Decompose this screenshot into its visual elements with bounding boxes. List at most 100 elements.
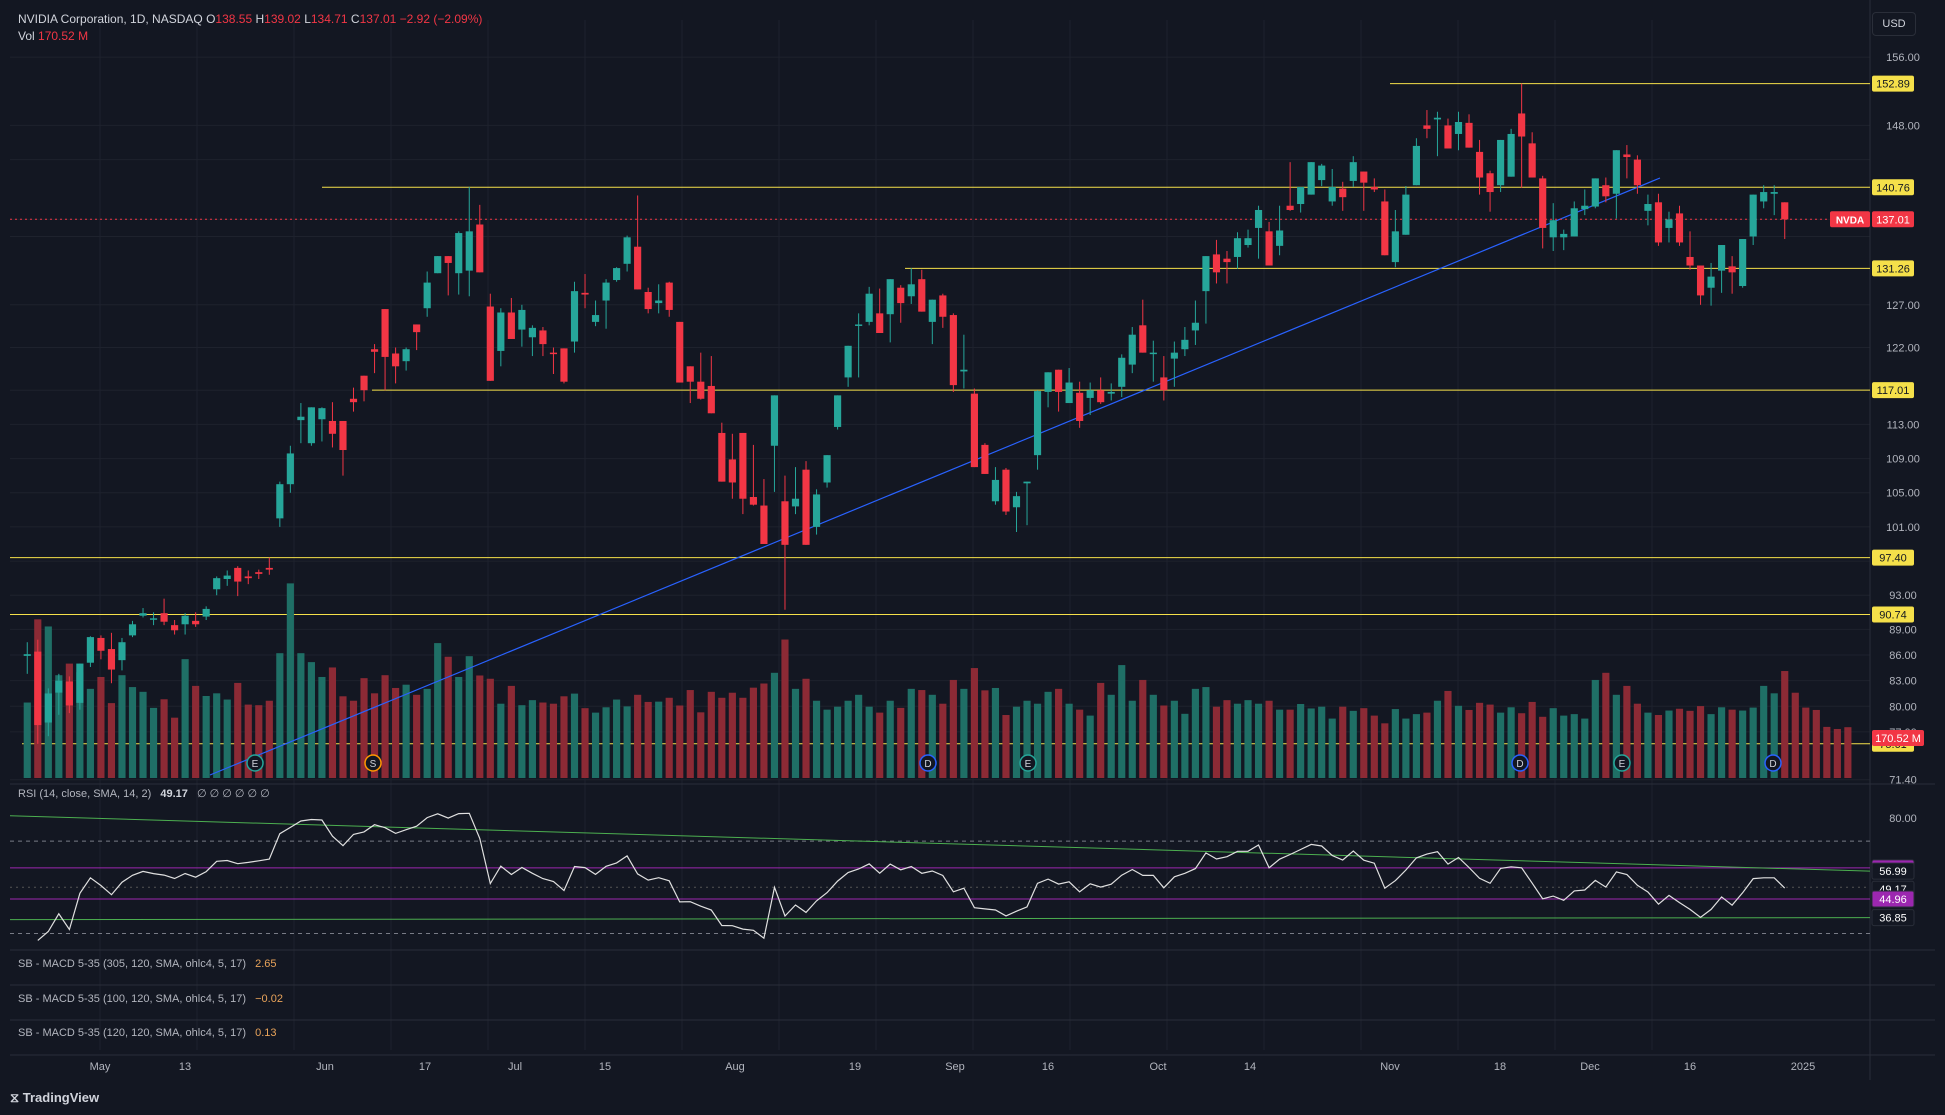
- volume-bar: [65, 663, 73, 778]
- volume-bar: [497, 703, 505, 778]
- candle: [402, 347, 410, 371]
- candle-body: [1518, 113, 1526, 137]
- volume-bar: [970, 668, 978, 778]
- candle: [1276, 205, 1284, 256]
- candle: [812, 489, 821, 535]
- volume-bar: [1328, 718, 1336, 778]
- candle: [1686, 231, 1694, 270]
- symbol-tag-label: NVDA: [1836, 215, 1864, 226]
- candle: [634, 195, 642, 290]
- volume-bar: [1307, 708, 1315, 778]
- candle: [949, 313, 957, 392]
- volume-bar: [223, 699, 231, 778]
- candle: [1507, 128, 1515, 177]
- rsi-value-badge: 56.99: [1871, 862, 1915, 880]
- candle: [1023, 481, 1031, 526]
- volume-bar: [1118, 665, 1126, 778]
- candle-body: [234, 567, 242, 582]
- candle: [960, 334, 968, 389]
- candle: [1318, 163, 1326, 187]
- candle: [1381, 189, 1389, 256]
- rsi-value-badge-label: 36.85: [1879, 913, 1907, 925]
- candle: [202, 606, 210, 621]
- candle: [476, 204, 484, 273]
- level-badge-label: 152.89: [1876, 79, 1910, 91]
- candle: [528, 325, 536, 357]
- candle: [1139, 299, 1147, 353]
- candle: [1654, 193, 1663, 246]
- volume-bar: [697, 712, 705, 778]
- volume-bar: [1023, 700, 1031, 778]
- rsi-value-badge-label: 44.96: [1879, 894, 1907, 906]
- candle: [918, 269, 926, 312]
- candle: [181, 613, 189, 635]
- candle: [760, 479, 768, 544]
- candle: [1097, 377, 1105, 404]
- volume-bar: [928, 694, 936, 778]
- candle-body: [1265, 231, 1273, 266]
- candle: [1286, 162, 1294, 211]
- candle-body: [949, 315, 957, 386]
- rsi-value-badge-bg: [1871, 890, 1915, 908]
- volume-bar: [1454, 705, 1463, 778]
- candle: [1307, 162, 1315, 195]
- candle-body: [970, 393, 978, 468]
- volume-bar: [1728, 709, 1736, 778]
- candle-body: [1454, 122, 1463, 134]
- candle: [392, 347, 400, 384]
- volume-bar: [160, 699, 168, 778]
- candle: [1433, 111, 1442, 157]
- candle-body: [1612, 150, 1620, 194]
- tradingview-logo[interactable]: ⧖ TradingView: [10, 1090, 100, 1105]
- rsi-legend[interactable]: RSI (14, close, SMA, 14, 2) 49.17 ∅ ∅ ∅ …: [18, 788, 270, 800]
- candle-body: [265, 567, 273, 570]
- candle-body: [507, 312, 515, 339]
- time-axis-label: 14: [1244, 1061, 1256, 1073]
- volume-bar: [1707, 714, 1715, 778]
- macd-legend-2[interactable]: SB - MACD 5-35 (100, 120, SMA, ohlc4, 5,…: [18, 993, 283, 1005]
- volume-bar: [802, 678, 810, 778]
- candle: [991, 467, 1000, 505]
- volume-bar: [1739, 710, 1747, 778]
- volume-bar: [991, 687, 1000, 778]
- candle: [591, 300, 600, 327]
- macd-legend-1[interactable]: SB - MACD 5-35 (305, 120, SMA, ohlc4, 5,…: [18, 958, 277, 970]
- volume-bar: [370, 693, 379, 778]
- volume-bar: [1149, 694, 1157, 778]
- candle: [286, 445, 294, 493]
- level-badge-bg: [1872, 179, 1914, 196]
- candle: [1128, 327, 1136, 374]
- price-tick-label: 113.00: [1887, 419, 1920, 431]
- volume-bar: [1297, 704, 1305, 778]
- candle: [1254, 205, 1263, 259]
- candle-body: [886, 279, 894, 315]
- currency-button[interactable]: USD: [1872, 12, 1916, 36]
- candle-body: [865, 293, 873, 322]
- volume-bar: [918, 690, 926, 778]
- volume-bar: [1370, 715, 1378, 778]
- volume-bar: [1391, 709, 1399, 778]
- candle: [1770, 185, 1778, 216]
- candle-body: [518, 309, 526, 330]
- time-axis-label: 16: [1042, 1061, 1054, 1073]
- candle: [1623, 145, 1631, 179]
- candle-body: [370, 349, 379, 352]
- candle: [1486, 170, 1494, 212]
- rsi-trend-upper: [9, 815, 1871, 872]
- candle-body: [791, 498, 800, 507]
- macd-legend-3[interactable]: SB - MACD 5-35 (120, 120, SMA, ohlc4, 5,…: [18, 1027, 277, 1039]
- time-axis-label: Oct: [1149, 1061, 1166, 1073]
- candle: [1212, 239, 1221, 284]
- candle-body: [939, 295, 947, 317]
- candle: [1360, 171, 1368, 211]
- candle: [770, 395, 779, 492]
- candle-body: [1360, 171, 1368, 183]
- candle: [149, 612, 158, 626]
- volume-bar: [1097, 682, 1105, 778]
- candle-body: [55, 680, 63, 693]
- volume-bar: [1833, 728, 1841, 778]
- candle: [749, 444, 757, 506]
- candle-body: [1718, 245, 1726, 271]
- candle-body: [1297, 186, 1305, 205]
